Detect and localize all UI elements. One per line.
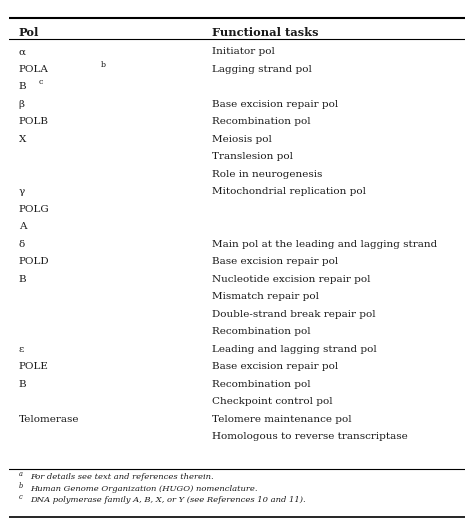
Text: Telomere maintenance pol: Telomere maintenance pol [212, 415, 352, 424]
Text: β: β [18, 100, 25, 109]
Text: Homologous to reverse transcriptase: Homologous to reverse transcriptase [212, 432, 408, 442]
Text: POLE: POLE [18, 362, 48, 371]
Text: For details see text and references therein.: For details see text and references ther… [30, 474, 214, 481]
Text: Base excision repair pol: Base excision repair pol [212, 257, 338, 266]
Text: Initiator pol: Initiator pol [212, 47, 275, 57]
Text: B: B [18, 380, 26, 389]
Text: b: b [18, 481, 23, 490]
Text: Checkpoint control pol: Checkpoint control pol [212, 397, 333, 406]
Text: B: B [18, 275, 26, 284]
Text: Double-strand break repair pol: Double-strand break repair pol [212, 310, 375, 319]
Text: Recombination pol: Recombination pol [212, 327, 310, 337]
Text: Base excision repair pol: Base excision repair pol [212, 362, 338, 371]
Text: Human Genome Organization (HUGO) nomenclature.: Human Genome Organization (HUGO) nomencl… [30, 485, 257, 493]
Text: c: c [39, 78, 44, 86]
Text: c: c [18, 493, 22, 501]
Text: Nucleotide excision repair pol: Nucleotide excision repair pol [212, 275, 371, 284]
Text: α: α [18, 47, 26, 57]
Text: Meiosis pol: Meiosis pol [212, 135, 272, 144]
Text: b: b [100, 61, 106, 69]
Text: Mismatch repair pol: Mismatch repair pol [212, 292, 319, 301]
Text: Telomerase: Telomerase [18, 415, 79, 424]
Text: POLD: POLD [18, 257, 49, 266]
Text: POLB: POLB [18, 118, 48, 127]
Text: ε: ε [18, 345, 24, 354]
Text: Pol: Pol [18, 27, 39, 38]
Text: a: a [18, 470, 23, 478]
Text: Functional tasks: Functional tasks [212, 27, 319, 38]
Text: Main pol at the leading and lagging strand: Main pol at the leading and lagging stra… [212, 240, 437, 249]
Text: Base excision repair pol: Base excision repair pol [212, 100, 338, 109]
Text: Leading and lagging strand pol: Leading and lagging strand pol [212, 345, 377, 354]
Text: δ: δ [18, 240, 25, 249]
Text: Mitochondrial replication pol: Mitochondrial replication pol [212, 187, 366, 196]
Text: Role in neurogenesis: Role in neurogenesis [212, 170, 322, 179]
Text: DNA polymerase family A, B, X, or Y (see References 10 and 11).: DNA polymerase family A, B, X, or Y (see… [30, 496, 306, 504]
Text: B: B [18, 82, 26, 91]
Text: Translesion pol: Translesion pol [212, 152, 293, 161]
Text: POLA: POLA [18, 65, 48, 74]
Text: X: X [18, 135, 26, 144]
Text: γ: γ [18, 187, 25, 196]
Text: Lagging strand pol: Lagging strand pol [212, 65, 312, 74]
Text: Recombination pol: Recombination pol [212, 118, 310, 127]
Text: A: A [18, 223, 26, 232]
Text: Recombination pol: Recombination pol [212, 380, 310, 389]
Text: POLG: POLG [18, 205, 49, 214]
